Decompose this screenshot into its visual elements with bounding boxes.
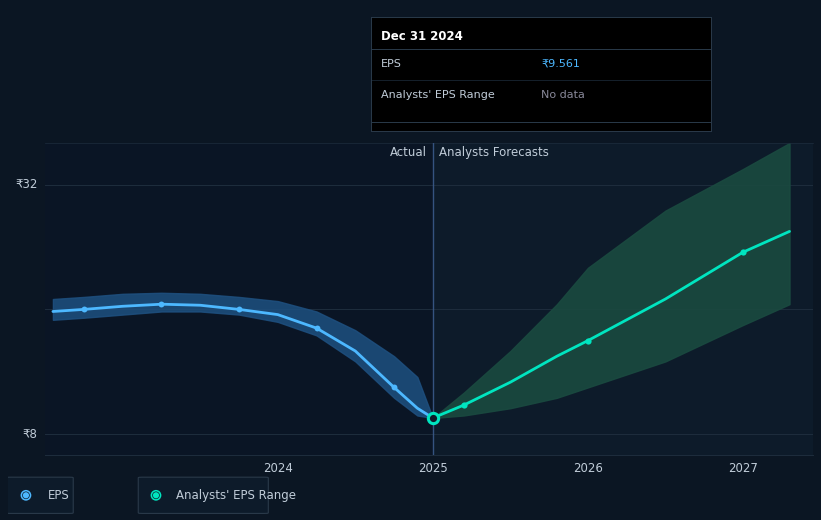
- FancyBboxPatch shape: [7, 477, 73, 513]
- Point: [457, 401, 470, 409]
- Point: [20, 491, 33, 499]
- Point: [149, 491, 163, 499]
- Point: [232, 305, 245, 314]
- Text: ₹9.561: ₹9.561: [541, 59, 580, 69]
- Point: [426, 414, 439, 422]
- Text: Actual: Actual: [390, 146, 427, 159]
- Point: [388, 383, 401, 392]
- Point: [20, 491, 33, 499]
- Point: [20, 491, 33, 499]
- Point: [155, 300, 168, 308]
- Text: No data: No data: [541, 90, 585, 100]
- Text: Analysts' EPS Range: Analysts' EPS Range: [381, 90, 495, 100]
- Text: ₹8: ₹8: [23, 427, 38, 441]
- Text: Dec 31 2024: Dec 31 2024: [381, 30, 463, 43]
- Point: [310, 324, 323, 332]
- Point: [736, 248, 750, 256]
- Point: [149, 491, 163, 499]
- Text: EPS: EPS: [48, 489, 69, 502]
- Point: [77, 305, 90, 314]
- Bar: [45, 143, 433, 455]
- Text: Analysts' EPS Range: Analysts' EPS Range: [176, 489, 296, 502]
- FancyBboxPatch shape: [138, 477, 268, 513]
- Text: Analysts Forecasts: Analysts Forecasts: [439, 146, 549, 159]
- Text: EPS: EPS: [381, 59, 402, 69]
- Point: [581, 336, 594, 345]
- Text: ₹32: ₹32: [15, 178, 38, 191]
- Point: [149, 491, 163, 499]
